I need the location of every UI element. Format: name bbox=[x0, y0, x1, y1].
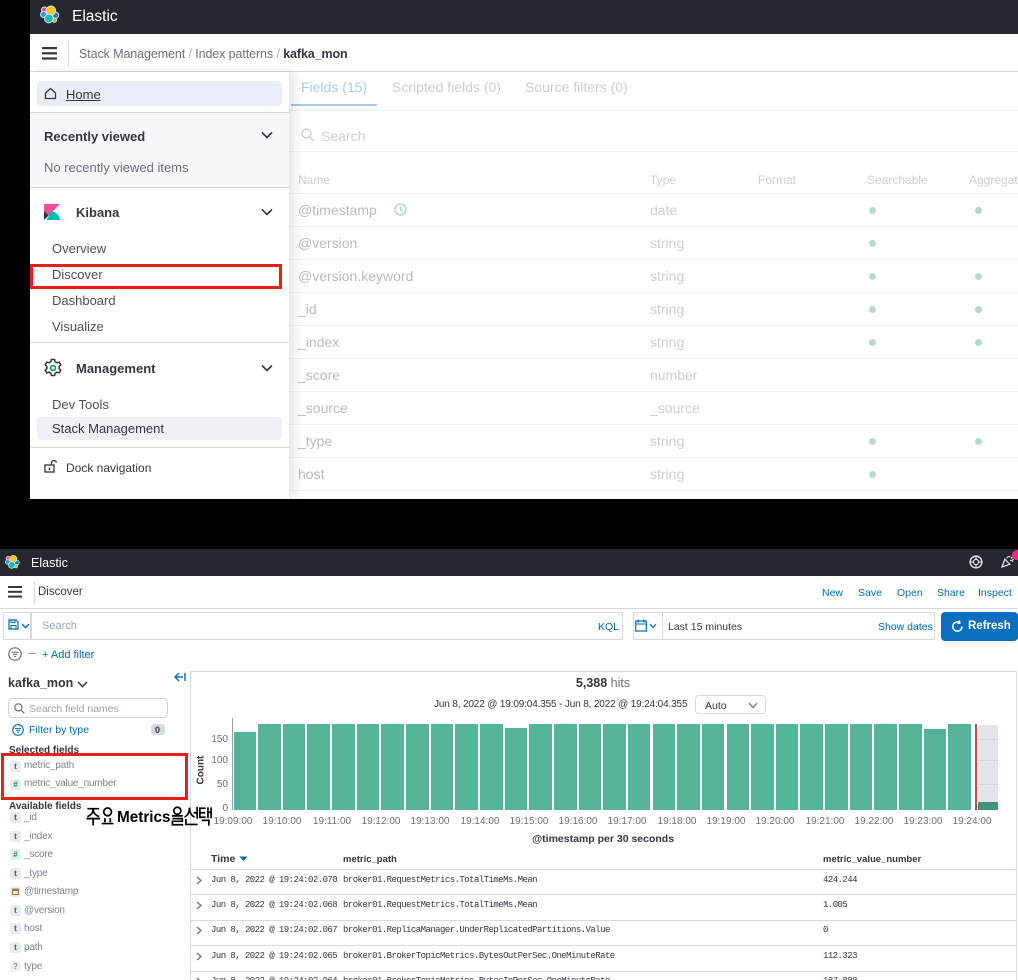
svg-text:Metrics: Metrics bbox=[117, 809, 171, 826]
